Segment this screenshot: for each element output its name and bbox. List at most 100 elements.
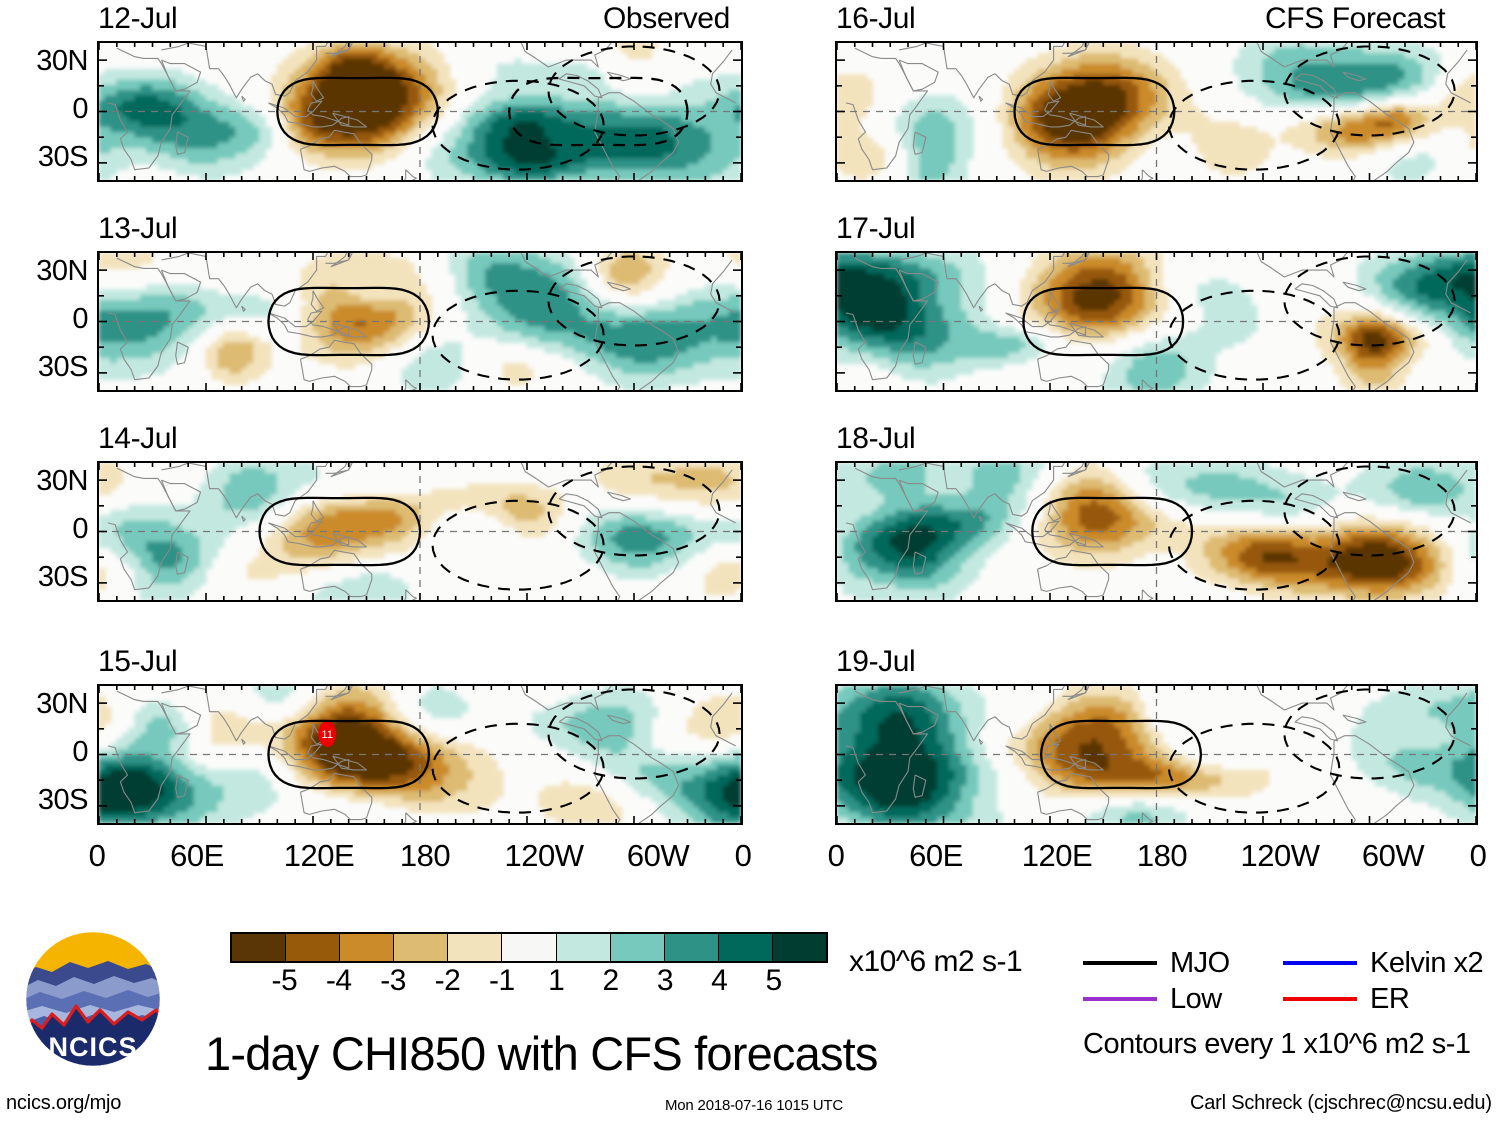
figure-title: 1-day CHI850 with CFS forecasts [205,1027,878,1080]
map-panel-13-jul[interactable] [97,251,743,392]
legend-row-1: Low ER [1083,981,1503,1017]
mjo-contour [1013,76,1176,147]
mjo-contour [1039,719,1203,790]
mjo-contour [1031,496,1194,567]
mjo-contour-dashed [547,255,721,347]
panel-title-right-2: 18-Jul [836,422,916,455]
ncics-logo-icon: NCICS [25,931,161,1067]
x-tick-left-0: 0 [88,838,106,873]
map-panel-17-jul[interactable] [835,251,1478,392]
colorbar-tick-5: 5 [765,964,783,997]
y-tick-0-row1: 0 [72,303,88,335]
y-tick-0-row2: 0 [72,513,88,545]
map-panel-12-jul[interactable] [97,41,743,182]
colorbar-tick--2: -2 [434,964,461,997]
mjo-contour [1022,286,1185,357]
colorbar-segment-0 [232,934,287,961]
legend-label-mjo: MJO [1170,946,1230,979]
colorbar-swatches [230,932,828,963]
legend: MJO Kelvin x2 Low ER [1083,945,1503,1017]
map-canvas [837,686,1476,823]
map-canvas: 11 [99,686,741,823]
map-canvas [99,253,741,390]
panel-title-right-1: 17-Jul [836,212,916,245]
panel-title-left-2: 14-Jul [98,422,178,455]
mjo-contour-dashed [431,289,605,381]
colorbar-tick--5: -5 [271,964,298,997]
map-panel-16-jul[interactable] [835,41,1478,182]
x-tick-left-3: 180 [399,838,451,873]
y-tick-0-row3: 0 [72,736,88,768]
y-tick-30n-row1: 30N [36,255,88,287]
legend-item-er: ER [1283,982,1410,1016]
y-tick-30n-row2: 30N [36,465,88,497]
er-wave-marker: 11 [318,720,337,747]
footer-author: Carl Schreck (cjschrec@ncsu.edu) [1190,1092,1492,1114]
map-panel-14-jul[interactable] [97,461,743,602]
panel-title-left-1: 13-Jul [98,212,178,245]
legend-item-low: Low [1083,983,1283,1016]
footer-timestamp: Mon 2018-07-16 1015 UTC [665,1097,844,1114]
colorbar-tick--3: -3 [380,964,406,997]
colorbar-segment-8 [664,934,719,961]
x-tick-right-3: 180 [1136,838,1188,873]
x-tick-right-4: 120W [1240,838,1320,873]
map-panel-18-jul[interactable] [835,461,1478,602]
y-tick-30n-row3: 30N [36,688,88,720]
map-canvas [837,253,1476,390]
y-tick-30s-row3: 30S [37,784,89,816]
mjo-contour-dashed [547,688,721,780]
contour-interval-note: Contours every 1 x10^6 m2 s-1 [1083,1028,1471,1060]
colorbar: -5 -4 -3 -2 -1 1 2 3 4 5 [230,932,828,998]
colorbar-tick-2: 2 [602,964,619,997]
panel-title-left-3: 15-Jul [98,645,178,678]
mjo-contour [276,76,439,147]
panel-title-left-0: 12-Jul [98,2,178,35]
x-tick-left-4: 120W [504,838,584,873]
colorbar-segment-1 [286,934,341,961]
colorbar-tick-labels: -5 -4 -3 -2 -1 1 2 3 4 5 [230,964,828,998]
y-tick-0-row0: 0 [72,93,88,125]
legend-line-mjo-icon [1083,961,1157,965]
mjo-contour [508,76,689,147]
colorbar-tick-3: 3 [656,964,674,997]
footer-website[interactable]: ncics.org/mjo [6,1092,122,1114]
ncics-logo-text: NCICS [48,1032,137,1062]
x-tick-right-5: 60W [1361,838,1425,873]
legend-line-kelvin-icon [1283,961,1357,965]
mjo-contour-dashed [547,45,721,137]
ncics-logo: NCICS [22,928,164,1070]
map-panel-15-jul[interactable]: 11 [97,684,743,825]
mjo-contour-dashed [431,722,605,814]
mjo-contour [258,496,422,567]
y-tick-30s-row1: 30S [37,351,89,383]
x-tick-left-1: 60E [170,838,224,873]
colorbar-units-label: x10^6 m2 s-1 [849,945,1023,978]
mjo-contour [267,719,431,790]
mjo-contour-dashed [547,465,721,557]
map-canvas [99,463,741,600]
x-tick-right-0: 0 [827,838,845,873]
y-tick-30n-row0: 30N [36,45,88,77]
legend-item-mjo: MJO [1083,947,1283,980]
mjo-contour-dashed [1283,255,1456,347]
x-tick-left-2: 120E [283,838,355,873]
panel-title-right-3: 19-Jul [836,645,916,678]
legend-line-low-icon [1083,997,1157,1001]
mjo-contour-dashed [1283,688,1456,780]
column-header-cfs-forecast: CFS Forecast [1265,2,1446,35]
y-tick-30s-row0: 30S [37,141,89,173]
x-tick-left-6: 0 [734,838,752,873]
mjo-contour [267,286,431,357]
legend-label-er: ER [1370,982,1410,1015]
colorbar-tick-4: 4 [711,964,728,997]
map-canvas [99,43,741,180]
map-panel-19-jul[interactable] [835,684,1478,825]
colorbar-segment-4 [448,934,503,961]
legend-label-kelvin: Kelvin x2 [1370,946,1484,979]
colorbar-segment-9 [718,934,773,961]
legend-item-kelvin: Kelvin x2 [1283,946,1484,980]
map-canvas [837,463,1476,600]
colorbar-segment-5 [502,934,557,961]
